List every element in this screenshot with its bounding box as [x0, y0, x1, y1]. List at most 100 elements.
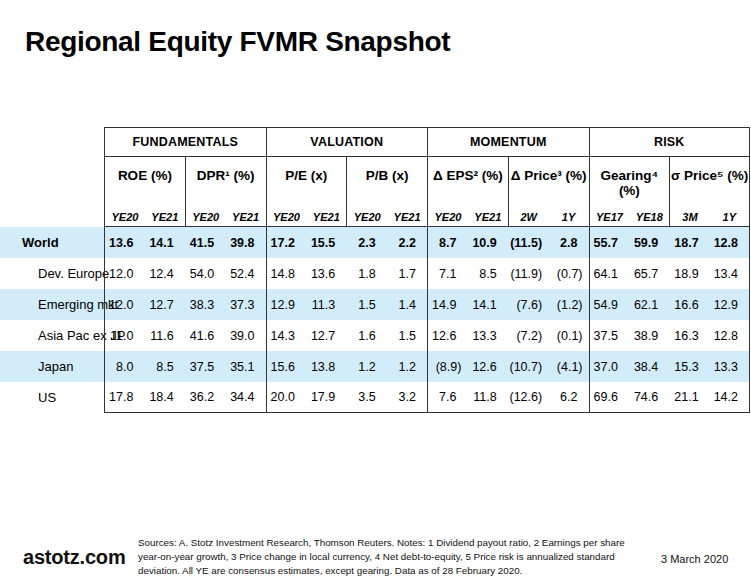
table-row: US 17.818.436.234.420.017.93.53.27.611.8…: [0, 382, 750, 413]
value-cell: 59.9: [629, 227, 669, 258]
value-cell: (0.1): [548, 320, 588, 351]
table-row: Dev. Europe 12.012.454.052.414.813.61.81…: [0, 258, 750, 289]
period-label: YE20: [267, 211, 307, 223]
metric-header-cell: σ Price⁵ (%) 3M 1Y: [669, 157, 750, 227]
value-cell: 41.6: [185, 320, 225, 351]
value-cell: 37.0: [589, 351, 629, 382]
value-cell: 2.3: [346, 227, 386, 258]
table-body: World 13.614.141.539.817.215.52.32.28.71…: [0, 227, 750, 413]
value-cell: 14.1: [467, 289, 507, 320]
fvmr-table: FUNDAMENTALS VALUATION MOMENTUM RISK ROE…: [0, 127, 750, 413]
value-cell: 14.9: [427, 289, 467, 320]
row-label: World: [0, 235, 104, 250]
column-group-header: VALUATION: [266, 127, 428, 157]
value-cell: 41.5: [185, 227, 225, 258]
period-label: 1Y: [710, 211, 749, 223]
column-group-header: MOMENTUM: [427, 127, 589, 157]
value-cell: 39.8: [225, 227, 265, 258]
value-cell: 14.3: [266, 320, 306, 351]
sources-note: Sources: A. Stotz Investment Research, T…: [138, 536, 643, 578]
value-cell: 6.2: [548, 382, 588, 413]
row-label: Japan: [0, 359, 104, 374]
value-cell: 18.9: [669, 258, 709, 289]
period-label: YE17: [590, 211, 630, 223]
brand-logo: astotz.com: [23, 546, 125, 569]
value-cell: 12.0: [104, 289, 144, 320]
period-label: YE20: [347, 211, 387, 223]
value-cell: (8.9): [427, 351, 467, 382]
period-pair: 3M 1Y: [670, 211, 749, 226]
value-cell: 12.7: [306, 320, 346, 351]
value-cell: 15.3: [669, 351, 709, 382]
value-cell: 13.3: [710, 351, 750, 382]
metric-header-cell: ROE (%) YE20 YE21: [104, 157, 185, 227]
value-cell: 17.2: [266, 227, 306, 258]
metric-header-cell: DPR¹ (%) YE20 YE21: [185, 157, 266, 227]
slide: Regional Equity FVMR Snapshot FUNDAMENTA…: [0, 0, 751, 583]
period-label: YE20: [105, 211, 145, 223]
value-cell: 37.5: [589, 320, 629, 351]
value-cell: 21.1: [669, 382, 709, 413]
period-label: YE21: [226, 211, 266, 223]
value-cell: 2.2: [387, 227, 427, 258]
value-cell: 11.3: [306, 289, 346, 320]
value-cell: 14.8: [266, 258, 306, 289]
value-cell: 1.2: [346, 351, 386, 382]
value-cell: 35.1: [225, 351, 265, 382]
table-row: World 13.614.141.539.817.215.52.32.28.71…: [0, 227, 750, 258]
value-cell: 1.5: [346, 289, 386, 320]
value-cell: 12.9: [266, 289, 306, 320]
value-cell: (1.2): [548, 289, 588, 320]
value-cell: 2.8: [548, 227, 588, 258]
value-cell: 13.3: [467, 320, 507, 351]
period-label: YE21: [145, 211, 185, 223]
metric-header-cell: P/E (x) YE20 YE21: [266, 157, 347, 227]
value-cell: 12.7: [144, 289, 184, 320]
period-pair: 2W 1Y: [509, 211, 589, 226]
value-cell: (4.1): [548, 351, 588, 382]
value-cell: 13.6: [306, 258, 346, 289]
value-cell: 55.7: [589, 227, 629, 258]
value-cell: 12.4: [144, 258, 184, 289]
value-cell: 36.2: [185, 382, 225, 413]
value-cell: 54.0: [185, 258, 225, 289]
value-cell: 1.8: [346, 258, 386, 289]
value-cell: 11.8: [467, 382, 507, 413]
header-group-row: FUNDAMENTALS VALUATION MOMENTUM RISK: [0, 127, 750, 157]
value-cell: 54.9: [589, 289, 629, 320]
value-cell: 38.4: [629, 351, 669, 382]
header-spacer: [0, 157, 104, 227]
value-cell: 37.5: [185, 351, 225, 382]
period-label: 3M: [670, 211, 709, 223]
value-cell: 8.5: [144, 351, 184, 382]
header-metric-row: ROE (%) YE20 YE21 DPR¹ (%) YE20 YE21 P/E…: [0, 157, 750, 227]
value-cell: 16.3: [669, 320, 709, 351]
period-pair: YE20 YE21: [186, 211, 266, 226]
value-cell: 11.0: [104, 320, 144, 351]
period-label: 2W: [509, 211, 549, 223]
period-pair: YE20 YE21: [267, 211, 347, 226]
metric-header-cell: Δ Price³ (%) 2W 1Y: [508, 157, 589, 227]
value-cell: 15.6: [266, 351, 306, 382]
metric-name: P/E (x): [267, 157, 347, 183]
value-cell: 1.6: [346, 320, 386, 351]
row-label: Emerging mkt: [0, 297, 104, 312]
period-label: YE18: [629, 211, 669, 223]
value-cell: 62.1: [629, 289, 669, 320]
value-cell: (11.5): [508, 227, 548, 258]
value-cell: (0.7): [548, 258, 588, 289]
value-cell: 11.6: [144, 320, 184, 351]
metric-header-cell: Gearing⁴ (%) YE17 YE18: [589, 157, 670, 227]
metric-name: DPR¹ (%): [186, 157, 266, 183]
value-cell: 13.4: [710, 258, 750, 289]
table-row: Emerging mkt 12.012.738.337.312.911.31.5…: [0, 289, 750, 320]
page-title: Regional Equity FVMR Snapshot: [25, 26, 450, 58]
value-cell: 74.6: [629, 382, 669, 413]
value-cell: 12.8: [710, 227, 750, 258]
value-cell: 16.6: [669, 289, 709, 320]
period-pair: YE17 YE18: [590, 211, 670, 226]
value-cell: 12.0: [104, 258, 144, 289]
period-label: YE21: [306, 211, 346, 223]
value-cell: 52.4: [225, 258, 265, 289]
value-cell: 17.8: [104, 382, 144, 413]
